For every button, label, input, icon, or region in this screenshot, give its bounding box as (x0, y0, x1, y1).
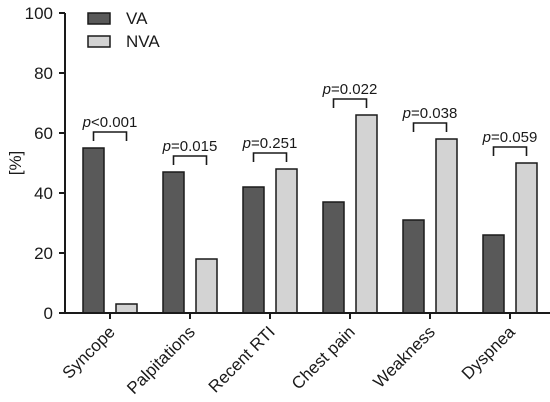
legend-label-nva: NVA (126, 32, 160, 51)
bar-va-weakness (402, 219, 425, 314)
bar-va-recent-rti (242, 186, 265, 314)
bar-nva-syncope (115, 303, 138, 314)
legend-swatch-nva (87, 35, 111, 48)
y-tick-label: 80 (34, 64, 53, 83)
significance-bracket (412, 122, 448, 132)
significance-bracket (172, 155, 208, 165)
y-tick-label: 0 (44, 304, 53, 323)
bar-nva-weakness (435, 138, 458, 314)
y-axis-label: [%] (6, 151, 25, 176)
bars (82, 114, 538, 314)
x-tick-label: Palpitations (123, 322, 199, 398)
x-axis-labels: Syncope Palpitations Recent RTI Chest pain W… (59, 313, 519, 398)
bar-va-palpitations (162, 171, 185, 314)
p-value-label: p=0.015 (162, 138, 218, 155)
p-value-label: p=0.022 (322, 81, 378, 98)
bar-va-chest-pain (322, 201, 345, 314)
significance-bracket (252, 152, 288, 162)
bar-nva-chest-pain (355, 114, 378, 314)
p-value-label: p=0.059 (482, 129, 538, 146)
bar-nva-recent-rti (275, 168, 298, 314)
x-tick-label: Dyspnea (458, 322, 519, 383)
bar-nva-dyspnea (515, 162, 538, 314)
x-tick-label: Recent RTI (205, 322, 279, 396)
x-tick-label: Chest pain (288, 322, 359, 393)
significance-bracket (332, 98, 368, 108)
bar-va-dyspnea (482, 234, 505, 314)
p-value-label: p=0.251 (242, 135, 298, 152)
y-tick-label: 20 (34, 244, 53, 263)
bar-nva-palpitations (195, 258, 218, 314)
x-tick-label: Weakness (369, 322, 438, 391)
legend: VA NVA (87, 9, 160, 51)
significance-bracket (492, 146, 528, 156)
axes (64, 13, 550, 314)
y-tick-label: 40 (34, 184, 53, 203)
significance-brackets: p<0.001 p=0.015 p=0.251 p=0.022 p=0.038 p=0.0… (82, 81, 538, 165)
y-axis-ticks: 0 20 40 60 80 100 (25, 4, 65, 323)
legend-label-va: VA (126, 9, 148, 28)
legend-swatch-va (87, 12, 111, 25)
p-value-label: p<0.001 (82, 114, 138, 131)
p-value-label: p=0.038 (402, 105, 458, 122)
y-tick-label: 100 (25, 4, 53, 23)
bar-va-syncope (82, 147, 105, 314)
x-tick-label: Syncope (59, 322, 119, 382)
significance-bracket (92, 131, 128, 141)
y-tick-label: 60 (34, 124, 53, 143)
